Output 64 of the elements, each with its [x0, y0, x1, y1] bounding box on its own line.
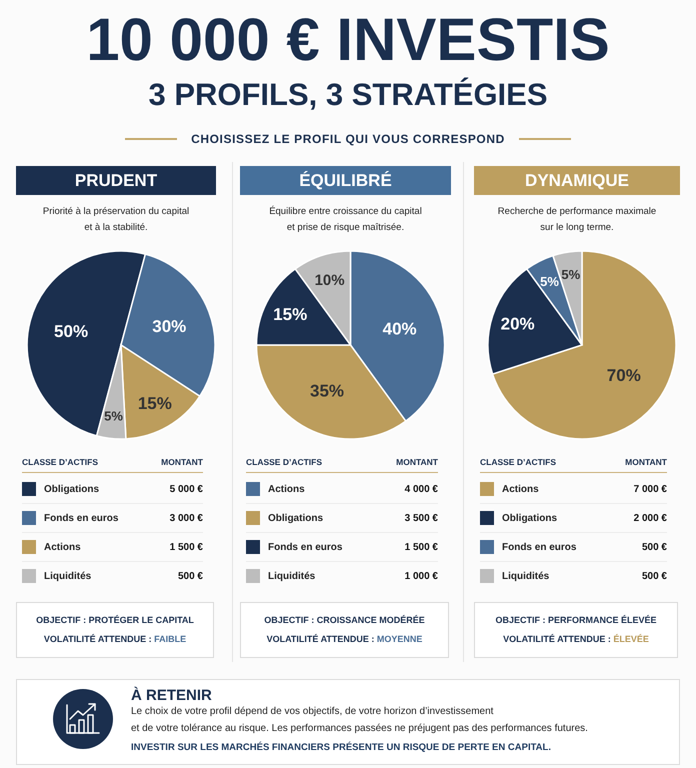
chart-subtitle: Recherche de performance maximale sur le long terme. — [498, 206, 656, 233]
text: 10 000 € INVESTIS — [86, 6, 610, 73]
data-label: 30% — [152, 316, 186, 336]
title-banner: DYNAMIQUE — [474, 166, 680, 195]
data-label: 10% — [314, 272, 345, 290]
text: VOLATILITÉ ATTENDUE : FAIBLE — [44, 634, 186, 644]
text: OBJECTIF : PROTÉGER LE CAPITAL — [36, 615, 194, 625]
text: 1 500 € — [170, 542, 203, 552]
text: MONTANT — [161, 457, 203, 467]
data-label: 5% — [104, 408, 124, 424]
legend-title: CLASSE D’ACTIFS — [22, 457, 98, 467]
data-label: 50% — [54, 322, 88, 342]
legend-label: Obligations — [268, 512, 323, 524]
text: 7 000 € — [634, 484, 667, 494]
text: 3 PROFILS, 3 STRATÉGIES — [148, 77, 548, 112]
legend-label: Actions — [44, 542, 81, 552]
text: 3 500 € — [404, 512, 438, 524]
text: OBJECTIF : PERFORMANCE ÉLEVÉE — [495, 615, 656, 625]
chart-subtitle: Équilibre entre croissance du capital et prise de risque maîtrisée. — [269, 206, 422, 233]
text: 3 000 € — [170, 512, 203, 524]
data-label: 5% — [561, 266, 581, 282]
text: MONTANT — [396, 457, 438, 467]
legend-label: Liquidités — [502, 570, 550, 582]
text: 5 000 € — [170, 484, 203, 494]
text: et de votre tolérance au risque. Les performances passées ne préjugent pas des performances futures. — [131, 723, 588, 734]
data-label: 40% — [382, 320, 417, 339]
text: À RETENIR — [131, 687, 212, 704]
data-label: 20% — [500, 314, 535, 334]
legend-label: Fonds en euros — [268, 542, 342, 552]
title-banner: PRUDENT — [16, 166, 216, 195]
legend-title: CLASSE D’ACTIFS — [480, 457, 556, 467]
text: 500 € — [642, 542, 667, 552]
text: 1 000 € — [404, 570, 438, 582]
data-label: 70% — [606, 366, 641, 385]
text: Le choix de votre profil dépend de vos objectifs, de votre horizon d’investissement — [131, 706, 494, 717]
legend-label: Actions — [502, 484, 539, 494]
legend-label: Liquidités — [44, 570, 92, 582]
legend-label: Liquidités — [268, 570, 316, 582]
data-label: 15% — [138, 394, 172, 414]
text: 4 000 € — [404, 484, 438, 494]
data-label: 15% — [273, 304, 308, 324]
chart-subtitle: Priorité à la préservation du capital et à la stabilité. — [42, 206, 190, 233]
text: VOLATILITÉ ATTENDUE : ÉLEVÉE — [503, 634, 649, 644]
text: 500 € — [642, 570, 667, 582]
text: 500 € — [178, 570, 203, 582]
text: INVESTIR SUR LES MARCHÉS FINANCIERS PRÉSENTE UN RISQUE DE PERTE EN CAPITAL. — [131, 742, 551, 753]
text: 1 500 € — [404, 542, 438, 552]
chart-title: PRUDENT — [74, 170, 158, 190]
text: 2 000 € — [634, 512, 667, 524]
title-banner: ÉQUILIBRÉ — [240, 166, 451, 195]
legend-title: CLASSE D’ACTIFS — [246, 457, 322, 467]
chart-title: DYNAMIQUE — [525, 170, 629, 190]
legend-label: Obligations — [44, 484, 99, 494]
legend-label: Fonds en euros — [502, 542, 576, 552]
text: CHOISISSEZ LE PROFIL QUI VOUS CORRESPOND — [191, 132, 505, 146]
legend-label: Fonds en euros — [44, 512, 118, 524]
text: MONTANT — [625, 457, 667, 467]
chart-title: ÉQUILIBRÉ — [299, 170, 392, 190]
text: VOLATILITÉ ATTENDUE : MOYENNE — [266, 634, 422, 644]
legend-label: Obligations — [502, 512, 557, 524]
legend-label: Actions — [268, 484, 305, 494]
data-label: 5% — [540, 274, 560, 289]
text: OBJECTIF : CROISSANCE MODÉRÉE — [264, 615, 425, 625]
data-label: 35% — [310, 382, 344, 401]
